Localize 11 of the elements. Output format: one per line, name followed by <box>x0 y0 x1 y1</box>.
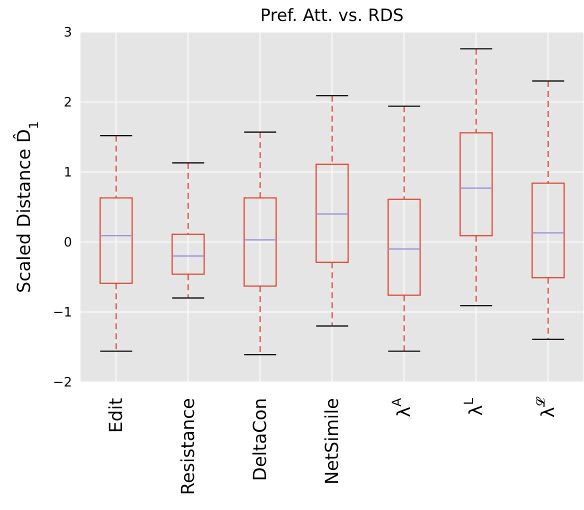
x-tick-label: DeltaCon <box>250 398 270 482</box>
y-tick-label: 0 <box>64 236 72 251</box>
x-tick-label: Edit <box>106 398 126 433</box>
y-tick-label: 1 <box>64 166 72 181</box>
y-tick-label: −2 <box>52 376 72 391</box>
chart-title: Pref. Att. vs. RDS <box>259 6 405 26</box>
y-tick-label: 3 <box>64 26 72 41</box>
x-tick-label: Resistance <box>178 398 198 495</box>
x-tick-label: NetSimile <box>322 398 342 485</box>
y-tick-label: −1 <box>52 306 72 321</box>
y-tick-label: 2 <box>64 96 72 111</box>
